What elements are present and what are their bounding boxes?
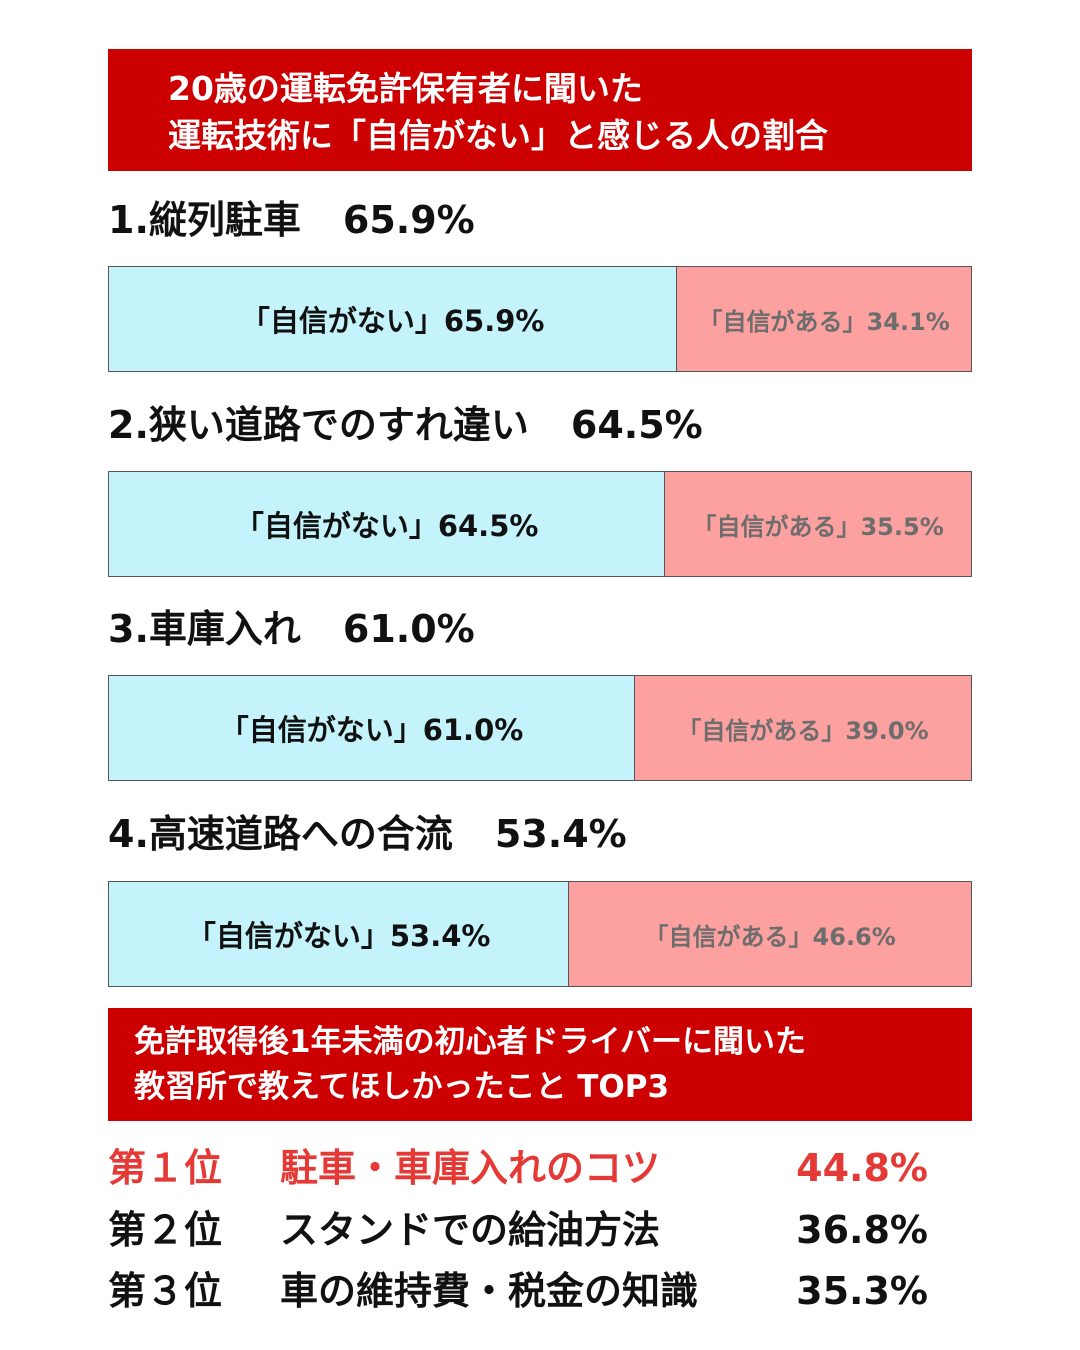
ranking-header-line-1: 免許取得後1年未満の初心者ドライバーに聞いた xyxy=(134,1024,806,1060)
survey-header-banner: 20歳の運転免許保有者に聞いた 運転技術に「自信がない」と感じる人の割合 xyxy=(108,49,972,171)
ranking-row-1: 第１位 駐車・車庫入れのコツ 44.8% xyxy=(108,1142,928,1194)
ranking-rank: 第１位 xyxy=(108,1146,223,1190)
bar-row-2: 「自信がない」64.5% 「自信がある」35.5% xyxy=(108,471,972,577)
header-line-2: 運転技術に「自信がない」と感じる人の割合 xyxy=(168,116,828,155)
item-title-text: 1.縦列駐車 xyxy=(108,198,301,242)
bar-segment-no-confidence: 「自信がない」53.4% xyxy=(108,881,570,987)
ranking-header-banner: 免許取得後1年未満の初心者ドライバーに聞いた 教習所で教えてほしかったこと TO… xyxy=(108,1008,972,1121)
item-title-1: 1.縦列駐車 65.9% xyxy=(108,197,475,243)
bar-row-1: 「自信がない」65.9% 「自信がある」34.1% xyxy=(108,266,972,372)
ranking-name: 駐車・車庫入れのコツ xyxy=(280,1146,661,1190)
bar-row-4: 「自信がない」53.4% 「自信がある」46.6% xyxy=(108,881,972,987)
bar-segment-no-confidence: 「自信がない」61.0% xyxy=(108,675,636,781)
bar-segment-confidence: 「自信がある」34.1% xyxy=(677,266,972,372)
ranking-percent: 36.8% xyxy=(796,1208,928,1252)
bar-segment-no-confidence: 「自信がない」65.9% xyxy=(108,266,678,372)
item-title-text: 3.車庫入れ xyxy=(108,607,301,651)
bar-segment-confidence: 「自信がある」35.5% xyxy=(665,471,972,577)
item-title-value: 61.0% xyxy=(342,607,475,651)
bar-row-3: 「自信がない」61.0% 「自信がある」39.0% xyxy=(108,675,972,781)
bar-segment-no-confidence: 「自信がない」64.5% xyxy=(108,471,666,577)
ranking-header-line-2: 教習所で教えてほしかったこと TOP3 xyxy=(134,1069,670,1105)
ranking-row-3: 第３位 車の維持費・税金の知識 35.3% xyxy=(108,1265,928,1317)
item-title-text: 2.狭い道路でのすれ違い xyxy=(108,403,529,447)
ranking-rank: 第２位 xyxy=(108,1208,223,1252)
item-title-value: 64.5% xyxy=(570,403,703,447)
bar-segment-confidence: 「自信がある」46.6% xyxy=(569,881,972,987)
item-title-3: 3.車庫入れ 61.0% xyxy=(108,606,475,652)
item-title-value: 53.4% xyxy=(494,812,627,856)
item-title-text: 4.高速道路への合流 xyxy=(108,812,453,856)
header-line-1: 20歳の運転免許保有者に聞いた xyxy=(168,69,643,108)
bar-segment-confidence: 「自信がある」39.0% xyxy=(635,675,972,781)
item-title-2: 2.狭い道路でのすれ違い 64.5% xyxy=(108,402,703,448)
ranking-name: スタンドでの給油方法 xyxy=(280,1208,661,1252)
ranking-row-2: 第２位 スタンドでの給油方法 36.8% xyxy=(108,1204,928,1256)
item-title-value: 65.9% xyxy=(342,198,475,242)
ranking-rank: 第３位 xyxy=(108,1269,223,1313)
ranking-name: 車の維持費・税金の知識 xyxy=(280,1269,699,1313)
ranking-percent: 44.8% xyxy=(796,1146,928,1190)
ranking-percent: 35.3% xyxy=(796,1269,928,1313)
item-title-4: 4.高速道路への合流 53.4% xyxy=(108,811,627,857)
